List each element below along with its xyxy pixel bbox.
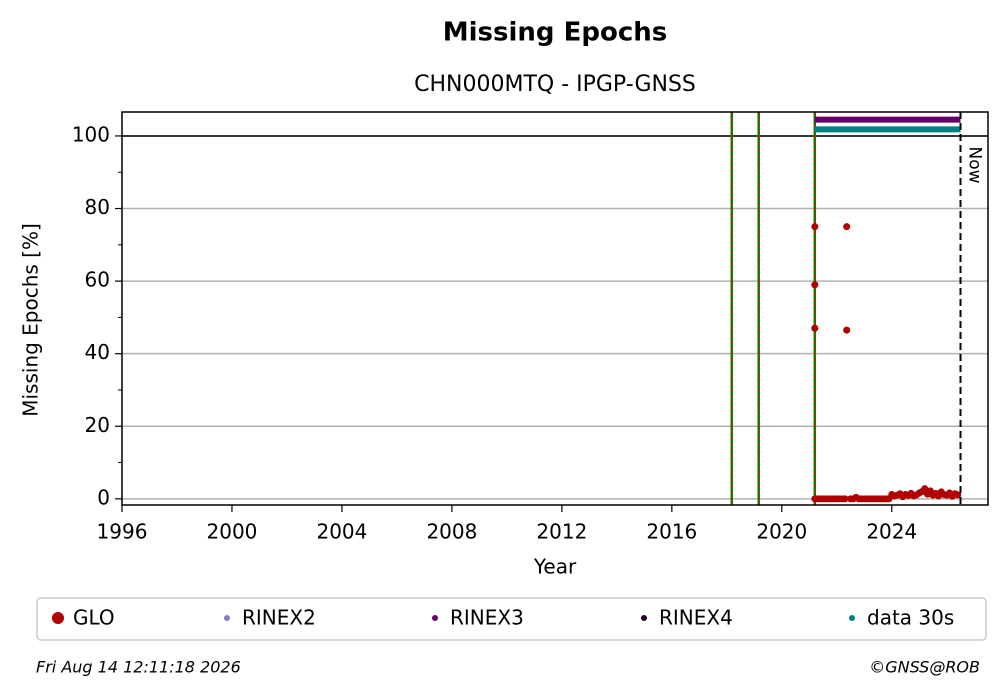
y-tick-label: 0 (97, 485, 110, 509)
x-axis-label: Year (533, 555, 577, 579)
legend-label: GLO (73, 606, 115, 630)
legend-label: RINEX3 (450, 606, 524, 630)
data-point (841, 495, 849, 503)
y-axis-label: Missing Epochs [%] (19, 223, 43, 417)
x-tick-label: 2004 (316, 520, 367, 544)
footer-date: Fri Aug 14 12:11:18 2026 (36, 658, 241, 677)
data-point (843, 223, 851, 231)
x-tick-label: 2024 (866, 520, 917, 544)
chart-subtitle: CHN000MTQ - IPGP-GNSS (414, 72, 696, 97)
legend-marker (849, 615, 855, 621)
legend-label: RINEX2 (242, 606, 316, 630)
legend-marker (224, 615, 230, 621)
data-point (921, 485, 929, 493)
footer-credit: ©GNSS@ROB (869, 658, 980, 677)
data-point (843, 326, 851, 334)
x-tick-label: 2016 (646, 520, 697, 544)
legend-label: RINEX4 (659, 606, 733, 630)
legend-marker (641, 615, 647, 621)
legend-label: data 30s (867, 606, 954, 630)
x-tick-label: 2000 (207, 520, 258, 544)
plot-frame (121, 111, 989, 506)
x-tick-label: 2008 (426, 520, 477, 544)
x-tick-label: 2012 (536, 520, 587, 544)
data-point (811, 281, 819, 289)
chart-title: Missing Epochs (443, 18, 667, 48)
y-tick-label: 40 (85, 340, 110, 364)
legend-marker (52, 612, 64, 624)
y-tick-label: 100 (72, 122, 110, 146)
data-point (811, 223, 819, 231)
legend-box (36, 597, 987, 641)
data-point (811, 324, 819, 332)
now-label: Now (965, 146, 985, 183)
y-tick-label: 80 (85, 195, 110, 219)
x-tick-label: 2020 (756, 520, 807, 544)
x-tick-label: 1996 (97, 520, 148, 544)
data-point (954, 491, 962, 499)
y-tick-label: 20 (85, 413, 110, 437)
y-tick-label: 60 (85, 268, 110, 292)
legend-marker (432, 615, 438, 621)
